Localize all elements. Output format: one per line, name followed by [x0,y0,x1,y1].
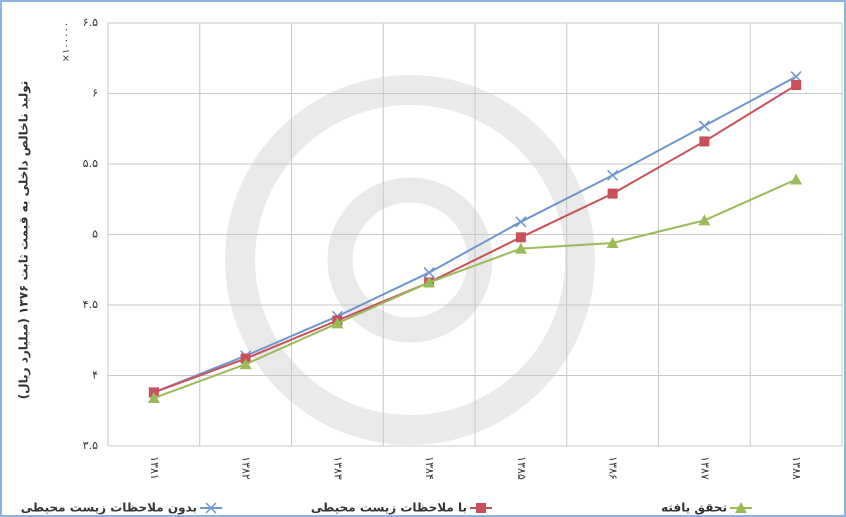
y-tick-label: ۶.۵ [83,16,98,29]
x-tick-label: ۱۳۸۸ [790,456,803,480]
x-tick-label: ۱۳۸۶ [607,456,620,480]
y-tick-label: ۳.۵ [83,439,98,452]
marker [699,136,710,147]
y-tick-label: ۵.۵ [83,157,98,170]
marker [698,214,711,226]
legend-label: تحقق یافته [661,501,727,515]
marker [607,169,619,181]
marker [515,216,527,228]
x-tick-label: ۱۳۸۷ [698,456,711,480]
watermark [225,75,595,445]
y-tick-label: ۶ [92,87,98,100]
y-multiplier: ×۱۰۰۰۰۰ [61,22,72,63]
y-tick-label: ۵ [92,228,98,241]
marker [606,236,619,248]
legend-label: بدون ملاحظات زیست محیطی [21,501,197,516]
legend-label: با ملاحظات زیست محیطی [311,501,467,515]
marker [476,503,486,513]
marker [147,392,160,404]
marker [735,502,747,513]
y-tick-label: ۴ [92,369,98,382]
marker [331,317,344,329]
marker [423,267,435,279]
marker [790,173,803,185]
marker [205,502,217,514]
x-tick-label: ۱۳۸۱ [148,456,161,480]
marker [607,188,618,199]
marker [698,120,710,132]
series-line [153,178,797,399]
series-line [153,84,797,394]
x-tick-label: ۱۳۸۲ [240,456,253,480]
y-tick-label: ۴.۵ [83,298,98,311]
marker [423,276,436,288]
y-axis-title: تولید ناخالص داخلی به قیمت ثابت ۱۳۷۶ (می… [17,81,32,400]
x-tick-label: ۱۳۸۴ [423,456,436,480]
marker [791,80,802,91]
x-tick-label: ۱۳۸۳ [331,456,344,480]
series-line [153,75,797,394]
marker [239,358,252,370]
x-tick-label: ۱۳۸۵ [515,456,528,480]
marker [515,232,526,243]
marker [514,242,527,254]
marker [790,71,802,83]
